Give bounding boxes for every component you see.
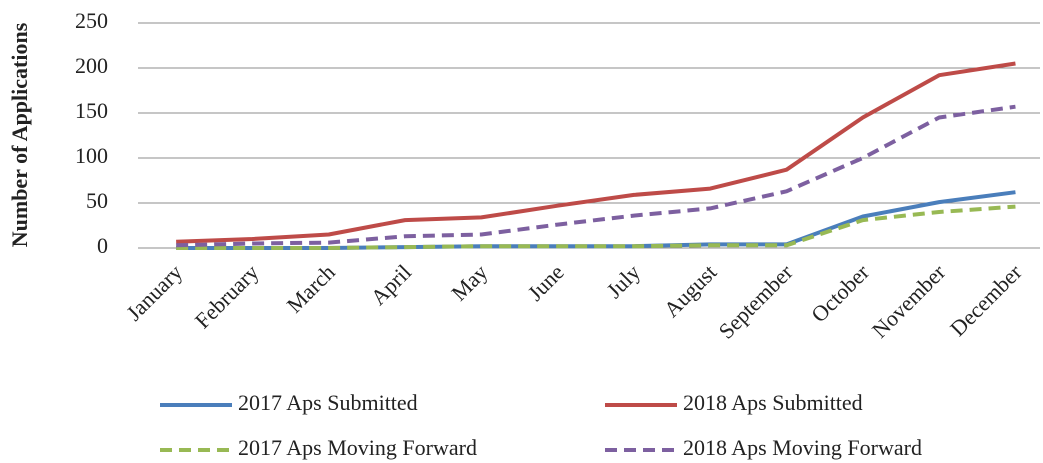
x-tick-label: October — [806, 259, 874, 327]
x-tick-label: May — [446, 259, 492, 305]
legend-label: 2017 Aps Moving Forward — [238, 435, 477, 460]
y-tick-label: 100 — [75, 143, 108, 168]
y-tick-label: 250 — [75, 8, 108, 33]
y-tick-label: 200 — [75, 53, 108, 78]
x-tick-label: April — [366, 259, 417, 310]
y-tick-label: 0 — [97, 233, 108, 258]
x-tick-label: November — [867, 259, 951, 343]
y-tick-label: 150 — [75, 98, 108, 123]
legend-label: 2018 Aps Moving Forward — [683, 435, 922, 460]
legend-label: 2017 Aps Submitted — [238, 390, 418, 415]
x-tick-label: July — [601, 259, 645, 303]
y-axis-label: Number of Applications — [7, 22, 32, 247]
x-tick-label: June — [523, 259, 569, 305]
x-tick-label: January — [121, 259, 187, 325]
x-tick-label: February — [190, 259, 264, 333]
y-tick-label: 50 — [86, 188, 108, 213]
x-tick-label: August — [659, 259, 722, 322]
series-line — [176, 61, 1016, 244]
series-line — [176, 204, 1016, 250]
x-tick-label: September — [713, 259, 798, 344]
legend-label: 2018 Aps Submitted — [683, 390, 863, 415]
series-line — [176, 104, 1016, 248]
x-tick-label: December — [945, 259, 1027, 341]
x-tick-label: March — [282, 259, 340, 317]
